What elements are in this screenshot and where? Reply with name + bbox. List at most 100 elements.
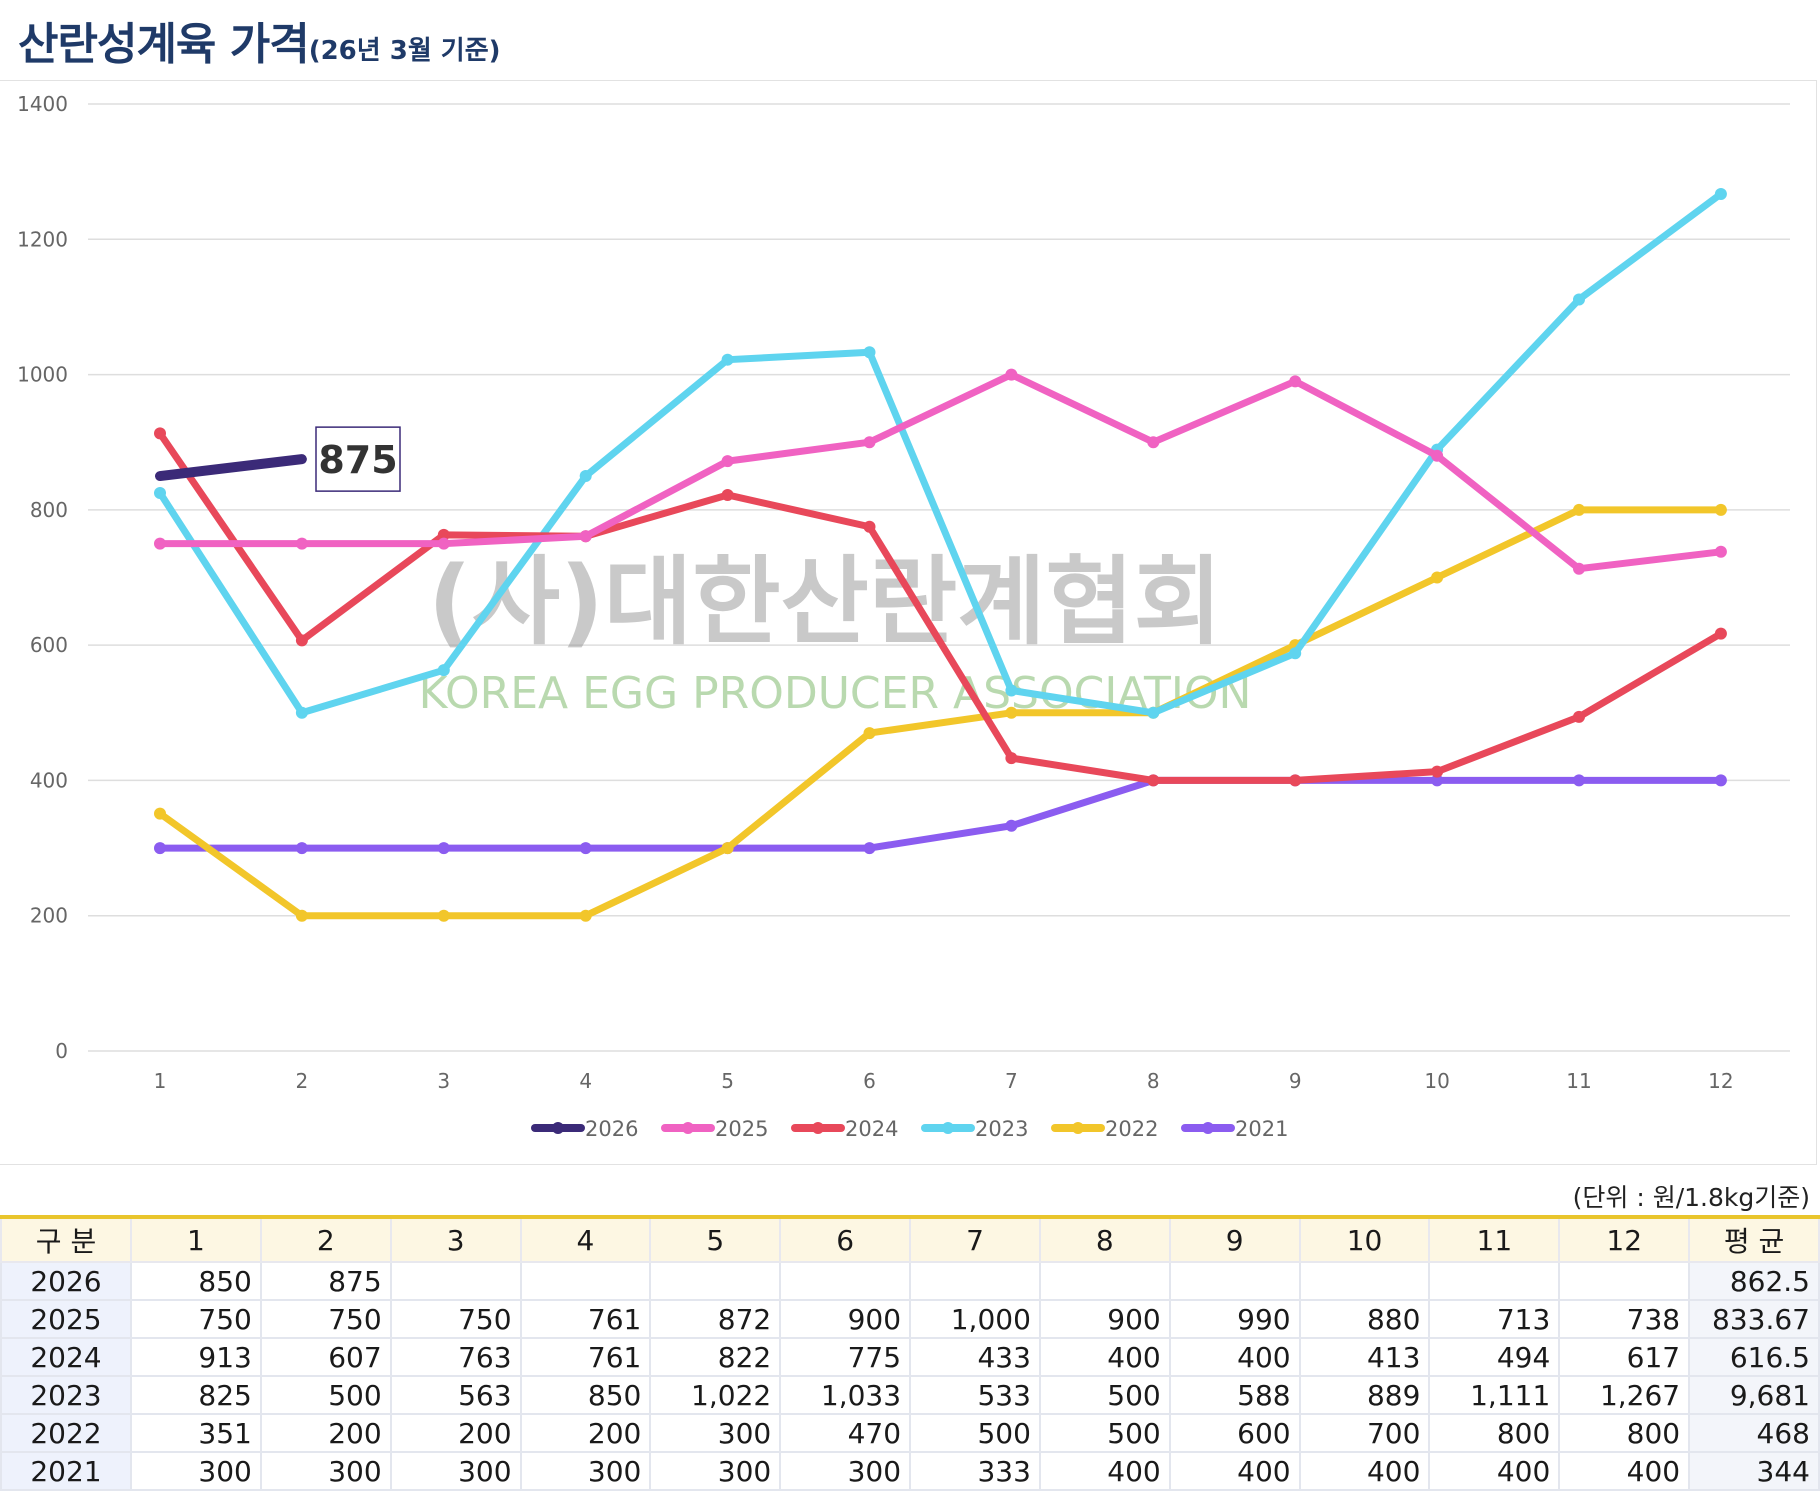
x-tick-label: 9: [1289, 1069, 1302, 1093]
table-cell: 300: [649, 1413, 782, 1453]
table-cell: 913: [130, 1337, 262, 1377]
data-point-2025: [1714, 545, 1727, 558]
table-cell: 616.5: [1688, 1337, 1820, 1377]
data-point-2025: [437, 537, 450, 550]
price-table: 구 분 1 2 3 4 5 6 7 8 9 10 11 12 평 균 2026 850 875 862.5 2025…: [0, 1215, 1820, 1491]
data-point-2024: [1289, 774, 1302, 787]
data-point-2023: [721, 353, 734, 366]
table-cell: 400: [1298, 1451, 1431, 1491]
data-point-2022: [721, 842, 734, 855]
table-cell: 600: [1168, 1413, 1301, 1453]
y-tick-label: 1200: [17, 227, 68, 251]
data-point-2025: [1431, 449, 1444, 462]
table-cell: 344: [1688, 1451, 1820, 1491]
legend-marker-2026: [552, 1122, 564, 1134]
data-point-2024: [721, 488, 734, 501]
data-point-2024: [1005, 752, 1018, 765]
table-cell: 200: [259, 1413, 392, 1453]
table-cell: [389, 1261, 522, 1301]
legend-label-2024: 2024: [845, 1117, 898, 1141]
data-point-2023: [579, 470, 592, 483]
table-cell: 400: [1168, 1337, 1301, 1377]
data-point-2023: [1005, 684, 1018, 697]
table-cell: 1,111: [1428, 1375, 1561, 1415]
table-cell: 825: [130, 1375, 262, 1415]
watermark-korean: (사)대한산란계협회: [428, 546, 1222, 658]
column-header: 1: [130, 1217, 262, 1263]
table-cell: 400: [1168, 1451, 1301, 1491]
unit-label: (단위 : 원/1.8kg기준): [1572, 1183, 1810, 1212]
data-point-2022: [863, 727, 876, 740]
table-cell: 351: [130, 1413, 262, 1453]
x-tick-label: 12: [1708, 1069, 1733, 1093]
table-cell: 990: [1168, 1299, 1301, 1339]
table-cell: 713: [1428, 1299, 1561, 1339]
data-point-2021: [295, 842, 308, 855]
legend-label-2026: 2026: [585, 1117, 638, 1141]
data-point-2024: [437, 528, 450, 541]
table-cell: 700: [1298, 1413, 1431, 1453]
data-point-2021: [1714, 774, 1727, 787]
table-cell: 607: [259, 1337, 392, 1377]
column-header: 12: [1558, 1217, 1691, 1263]
column-header: 9: [1168, 1217, 1301, 1263]
data-point-2025: [1147, 436, 1160, 449]
table-row: 2021 300 300 300 300 300 300 333 400 400 400 400 400…: [0, 1451, 1820, 1491]
column-header: 구 분: [0, 1217, 132, 1263]
series-line-2021: [156, 776, 1725, 852]
data-point-2022: [1005, 706, 1018, 719]
row-year: 2024: [0, 1337, 132, 1377]
chart-title: 산란성계육 가격(26년 3월 기준): [18, 8, 501, 72]
table-cell: 400: [1428, 1451, 1561, 1491]
row-year: 2022: [0, 1413, 132, 1453]
table-cell: 761: [519, 1337, 652, 1377]
data-point-2022: [579, 909, 592, 922]
x-tick-label: 10: [1424, 1069, 1449, 1093]
y-tick-label: 1000: [17, 363, 68, 387]
data-point-2024: [1147, 774, 1160, 787]
x-tick-label: 3: [437, 1069, 450, 1093]
table-cell: [1298, 1261, 1431, 1301]
data-point-2025: [863, 436, 876, 449]
column-header: 평 균: [1688, 1217, 1820, 1263]
column-header: 11: [1428, 1217, 1561, 1263]
table-cell: 470: [779, 1413, 912, 1453]
table-cell: [519, 1261, 652, 1301]
x-tick-label: 4: [579, 1069, 592, 1093]
y-tick-label: 0: [55, 1039, 68, 1063]
x-tick-label: 5: [721, 1069, 734, 1093]
table-cell: 500: [259, 1375, 392, 1415]
table-cell: 300: [130, 1451, 262, 1491]
column-header: 10: [1298, 1217, 1431, 1263]
table-cell: 200: [389, 1413, 522, 1453]
table-cell: 900: [779, 1299, 912, 1339]
table-cell: [1168, 1261, 1301, 1301]
y-tick-label: 200: [30, 904, 68, 928]
data-point-2024: [1431, 765, 1444, 778]
data-point-2023: [863, 346, 876, 359]
table-cell: 300: [259, 1451, 392, 1491]
table-cell: 800: [1428, 1413, 1561, 1453]
table-cell: 400: [1558, 1451, 1691, 1491]
row-year: 2025: [0, 1299, 132, 1339]
data-point-2024: [863, 520, 876, 533]
table-cell: [779, 1261, 912, 1301]
annotation-box: [315, 426, 401, 492]
x-tick-label: 8: [1147, 1069, 1160, 1093]
table-cell: 500: [909, 1413, 1041, 1453]
table-cell: 850: [130, 1261, 262, 1301]
data-point-2022: [1431, 571, 1444, 584]
legend-marker-2022: [1072, 1122, 1084, 1134]
title-sub: (26년 3월 기준): [308, 36, 501, 66]
table-cell: 822: [649, 1337, 782, 1377]
table-row: 2025 750 750 750 761 872 900 1,000 900 990 880 713 7…: [0, 1299, 1820, 1339]
series-line-2023: [156, 190, 1725, 717]
table-cell: 9,681: [1688, 1375, 1820, 1415]
data-point-2025: [1289, 375, 1302, 388]
data-point-2024: [1573, 710, 1585, 723]
data-point-2024: [1714, 627, 1727, 640]
x-tick-label: 1: [154, 1069, 167, 1093]
series-line-2026: [155, 454, 307, 482]
column-header: 2: [259, 1217, 392, 1263]
